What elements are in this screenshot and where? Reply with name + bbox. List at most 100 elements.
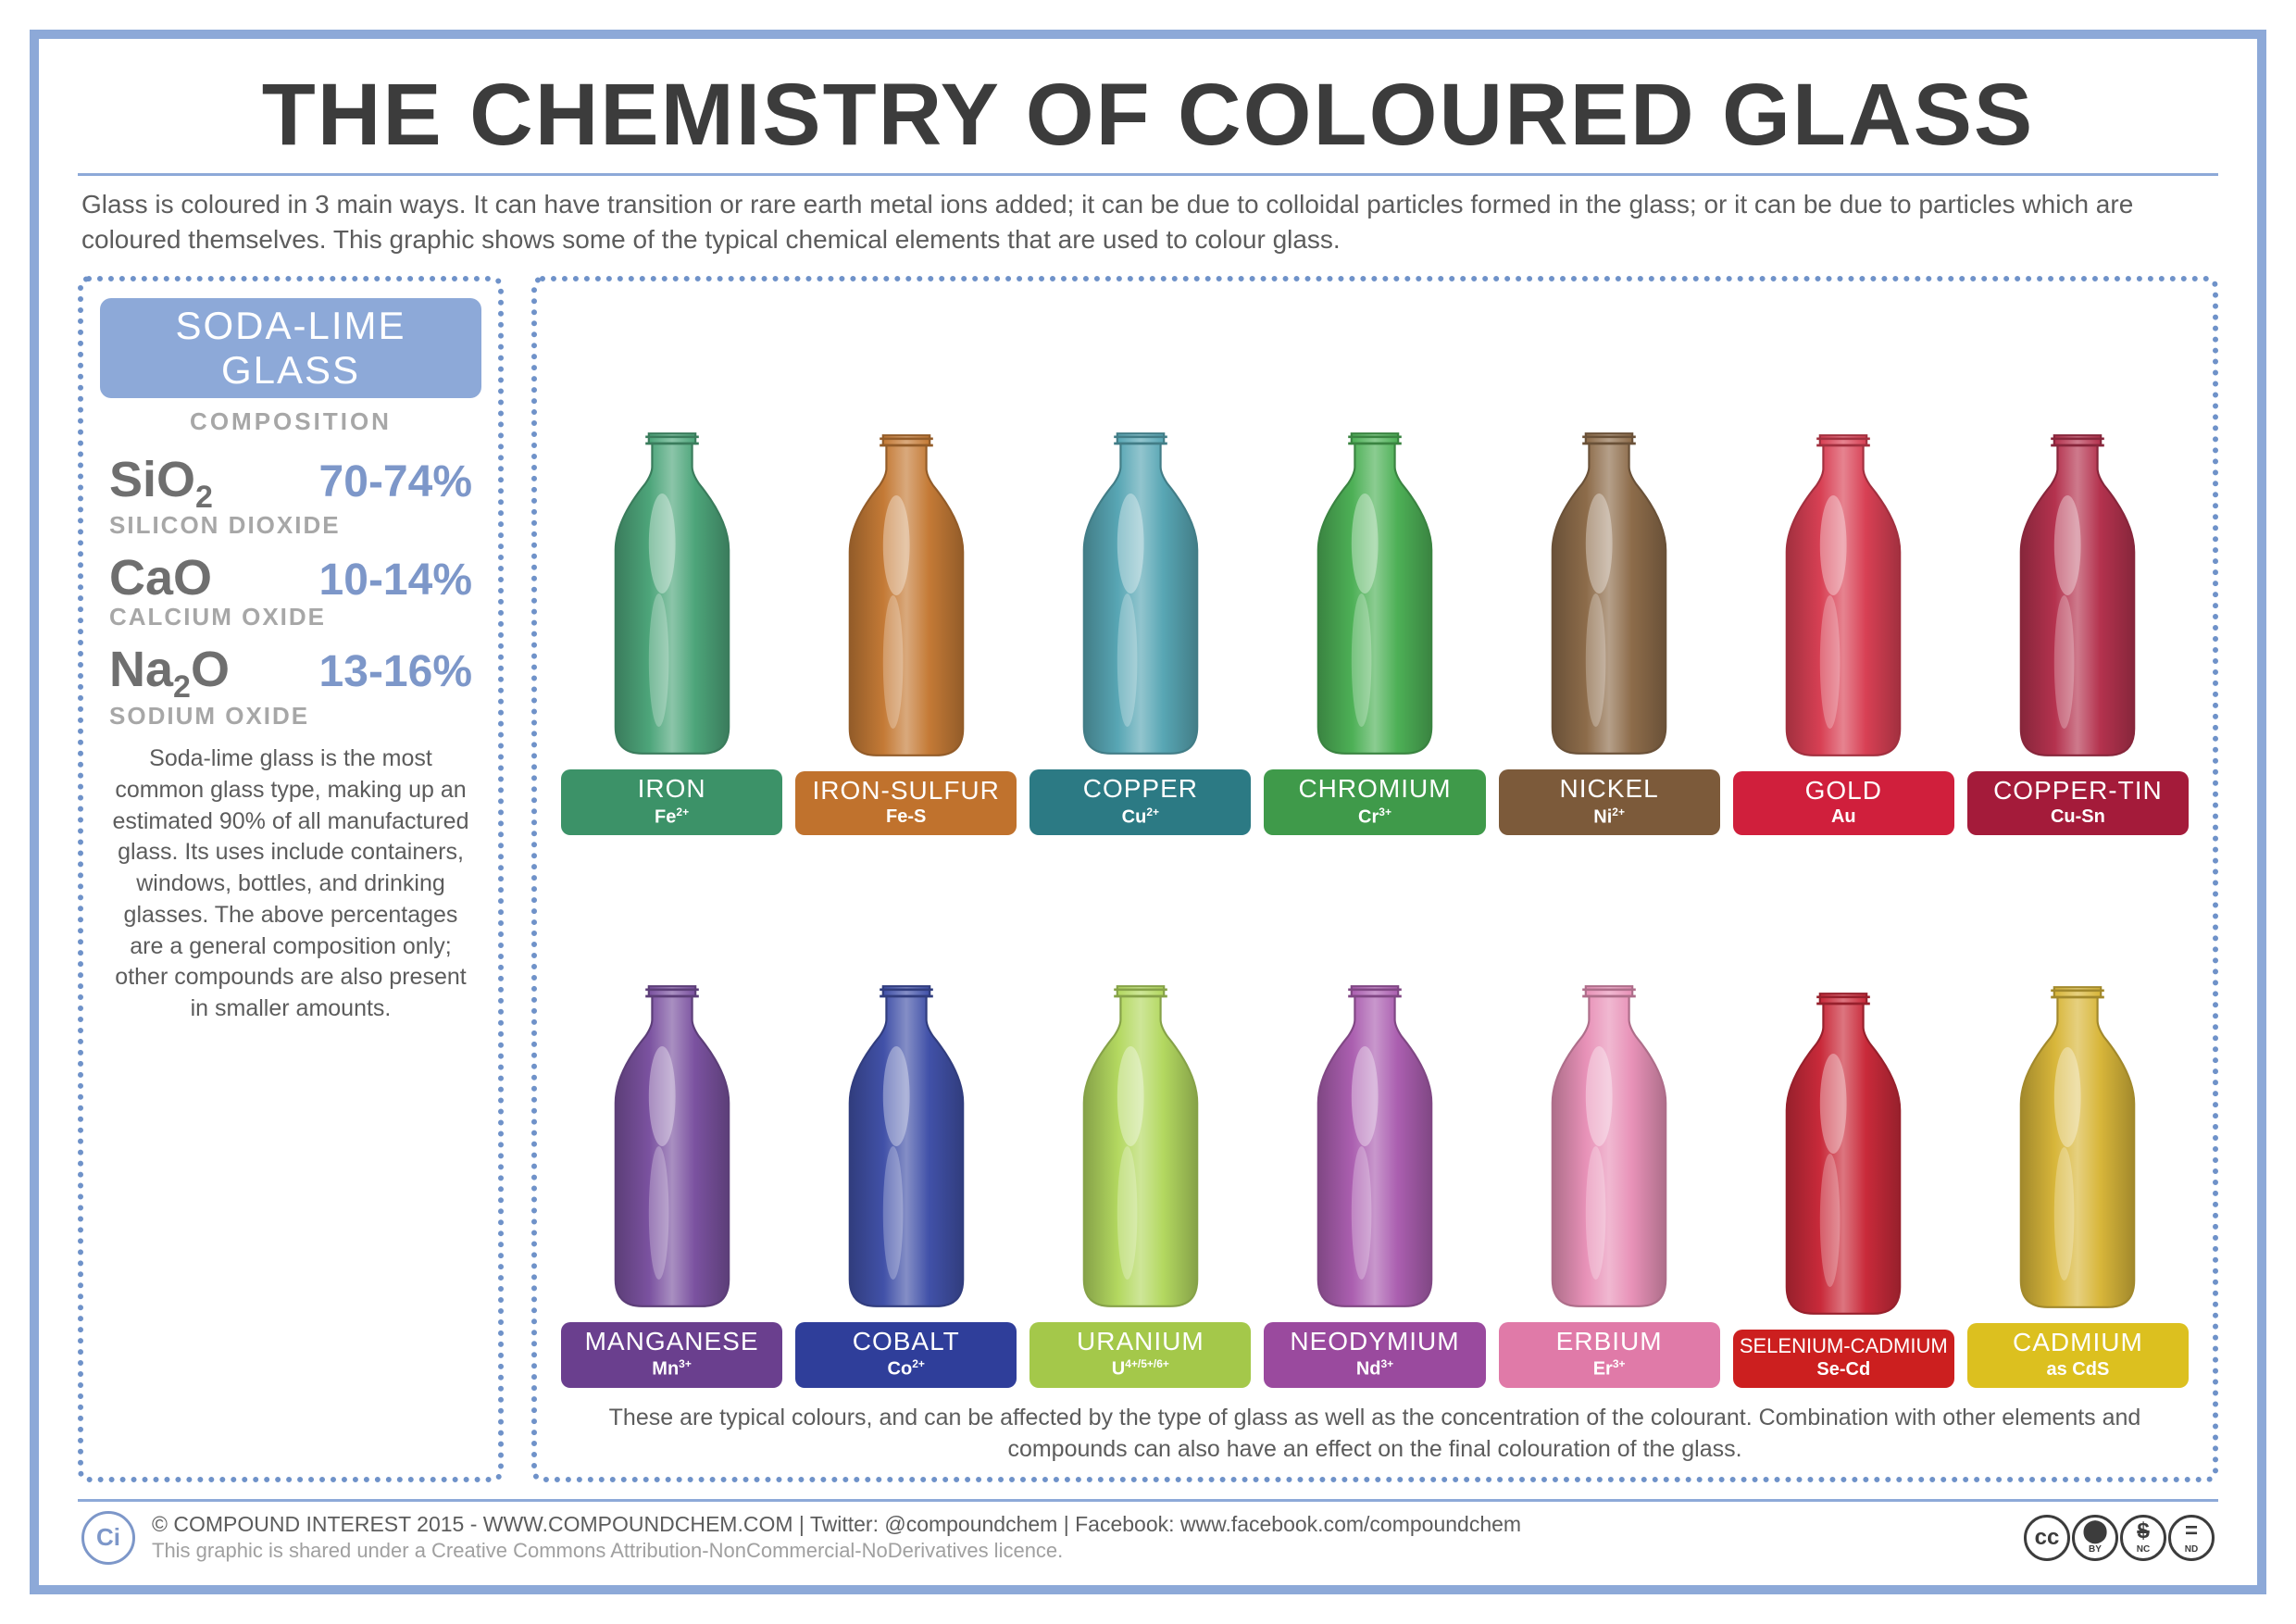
element-symbol: Nd3+	[1267, 1357, 1481, 1380]
element-tag: NICKELNi2+	[1499, 769, 1720, 835]
bottle-cell: NICKELNi2+	[1499, 300, 1720, 836]
compound-name: SODIUM OXIDE	[100, 702, 481, 731]
compound-name: SILICON DIOXIDE	[100, 511, 481, 540]
element-name: COBALT	[799, 1328, 1013, 1356]
footer-divider	[78, 1499, 2218, 1502]
element-tag: URANIUMU4+/5+/6+	[1029, 1322, 1251, 1388]
footer: Ci © COMPOUND INTEREST 2015 - WWW.COMPOU…	[78, 1511, 2218, 1565]
element-tag: MANGANESEMn3+	[561, 1322, 782, 1388]
cc-icon: ⬤BY	[2072, 1515, 2118, 1561]
compound-formula: CaO	[109, 549, 212, 606]
bottle-icon	[1760, 429, 1927, 762]
element-name: URANIUM	[1033, 1328, 1247, 1356]
bottle-cell: NEODYMIUMNd3+	[1264, 852, 1485, 1388]
main-row: SODA-LIME GLASS COMPOSITION SiO270-74%SI…	[78, 276, 2218, 1482]
bottle-icon	[1292, 427, 1458, 760]
ci-logo-icon: Ci	[81, 1511, 135, 1565]
footer-copyright: © COMPOUND INTEREST 2015 - WWW.COMPOUNDC…	[152, 1511, 2007, 1539]
compound-row: SiO2 70-74%	[100, 451, 481, 516]
cc-icon: cc	[2024, 1515, 2070, 1561]
bottle-cell: GOLDAu	[1733, 300, 1954, 836]
cc-glyph: ⬤	[2083, 1520, 2108, 1543]
bottle-cell: SELENIUM-CADMIUMSe-Cd	[1733, 852, 1954, 1388]
element-name: COPPER	[1033, 775, 1247, 804]
element-name: ERBIUM	[1503, 1328, 1716, 1356]
bottle-cell: MANGANESEMn3+	[561, 852, 782, 1388]
cc-icon: $NC	[2120, 1515, 2166, 1561]
element-name: CADMIUM	[1971, 1329, 2185, 1357]
bottle-icon	[1994, 981, 2161, 1314]
outer-frame: THE CHEMISTRY OF COLOURED GLASS Glass is…	[30, 30, 2266, 1594]
element-tag: NEODYMIUMNd3+	[1264, 1322, 1485, 1388]
cc-sublabel: NC	[2137, 1544, 2150, 1555]
element-tag: ERBIUMEr3+	[1499, 1322, 1720, 1388]
element-tag: CHROMIUMCr3+	[1264, 769, 1485, 835]
compound-percentage: 70-74%	[319, 456, 472, 507]
cc-sublabel: BY	[2089, 1544, 2102, 1555]
bottle-icon	[589, 980, 755, 1313]
bottle-grid: IRONFe2+ IRON-SULFURFe-S	[561, 300, 2189, 1388]
element-tag: COBALTCo2+	[795, 1322, 1017, 1388]
bottle-cell: COPPERCu2+	[1029, 300, 1251, 836]
subtitle-text: Glass is coloured in 3 main ways. It can…	[78, 187, 2218, 257]
side-description: Soda-lime glass is the most common glass…	[100, 736, 481, 1463]
element-name: SELENIUM-CADMIUM	[1737, 1335, 1951, 1357]
bottle-cell: CHROMIUMCr3+	[1264, 300, 1485, 836]
footer-text: © COMPOUND INTEREST 2015 - WWW.COMPOUNDC…	[152, 1511, 2007, 1565]
side-heading: SODA-LIME GLASS	[100, 298, 481, 398]
bottle-cell: URANIUMU4+/5+/6+	[1029, 852, 1251, 1388]
bottle-panel: IRONFe2+ IRON-SULFURFe-S	[531, 276, 2218, 1482]
element-symbol: Co2+	[799, 1357, 1013, 1380]
cc-glyph: cc	[2035, 1527, 2060, 1549]
element-tag: SELENIUM-CADMIUMSe-Cd	[1733, 1330, 1954, 1388]
bottle-cell: IRON-SULFURFe-S	[795, 300, 1017, 836]
element-name: NICKEL	[1503, 775, 1716, 804]
bottle-icon	[1057, 980, 1224, 1313]
bottle-cell: CADMIUMas CdS	[1967, 852, 2189, 1388]
element-tag: CADMIUMas CdS	[1967, 1323, 2189, 1388]
cc-icon: =ND	[2168, 1515, 2215, 1561]
bottle-icon	[823, 980, 990, 1313]
element-tag: GOLDAu	[1733, 771, 1954, 836]
compound-percentage: 10-14%	[319, 555, 472, 606]
element-symbol: Se-Cd	[1737, 1359, 1951, 1380]
element-tag: IRON-SULFURFe-S	[795, 771, 1017, 836]
element-name: GOLD	[1737, 777, 1951, 806]
compound-row: Na2O 13-16%	[100, 641, 481, 706]
bottle-icon	[589, 427, 755, 760]
element-symbol: Au	[1737, 806, 1951, 828]
element-name: CHROMIUM	[1267, 775, 1481, 804]
bottle-cell: COBALTCo2+	[795, 852, 1017, 1388]
bottle-icon	[1526, 980, 1692, 1313]
cc-icons: cc⬤BY$NC=ND	[2024, 1515, 2215, 1561]
bottle-icon	[1994, 429, 2161, 762]
title-divider	[78, 173, 2218, 176]
cc-glyph: $	[2137, 1520, 2149, 1543]
element-symbol: Er3+	[1503, 1357, 1716, 1380]
element-tag: COPPERCu2+	[1029, 769, 1251, 835]
compound-percentage: 13-16%	[319, 646, 472, 697]
compound-formula: SiO2	[109, 451, 213, 516]
element-symbol: U4+/5+/6+	[1033, 1357, 1247, 1380]
element-symbol: Cr3+	[1267, 806, 1481, 829]
bottle-cell: IRONFe2+	[561, 300, 782, 836]
bottles-note: These are typical colours, and can be af…	[561, 1403, 2189, 1466]
bottle-icon	[1526, 427, 1692, 760]
bottle-icon	[1760, 987, 1927, 1320]
element-name: MANGANESE	[565, 1328, 779, 1356]
side-panel: SODA-LIME GLASS COMPOSITION SiO270-74%SI…	[78, 276, 504, 1482]
compound-formula: Na2O	[109, 641, 230, 706]
compound-name: CALCIUM OXIDE	[100, 603, 481, 631]
footer-licence: This graphic is shared under a Creative …	[152, 1538, 2007, 1565]
cc-glyph: =	[2185, 1520, 2198, 1543]
element-name: COPPER-TIN	[1971, 777, 2185, 806]
element-symbol: Cu-Sn	[1971, 806, 2185, 828]
element-symbol: Ni2+	[1503, 806, 1716, 829]
element-symbol: Fe-S	[799, 806, 1013, 828]
cc-sublabel: ND	[2185, 1544, 2198, 1555]
element-name: IRON	[565, 775, 779, 804]
element-name: IRON-SULFUR	[799, 777, 1013, 806]
bottle-icon	[1292, 980, 1458, 1313]
element-symbol: Mn3+	[565, 1357, 779, 1380]
element-tag: COPPER-TINCu-Sn	[1967, 771, 2189, 836]
